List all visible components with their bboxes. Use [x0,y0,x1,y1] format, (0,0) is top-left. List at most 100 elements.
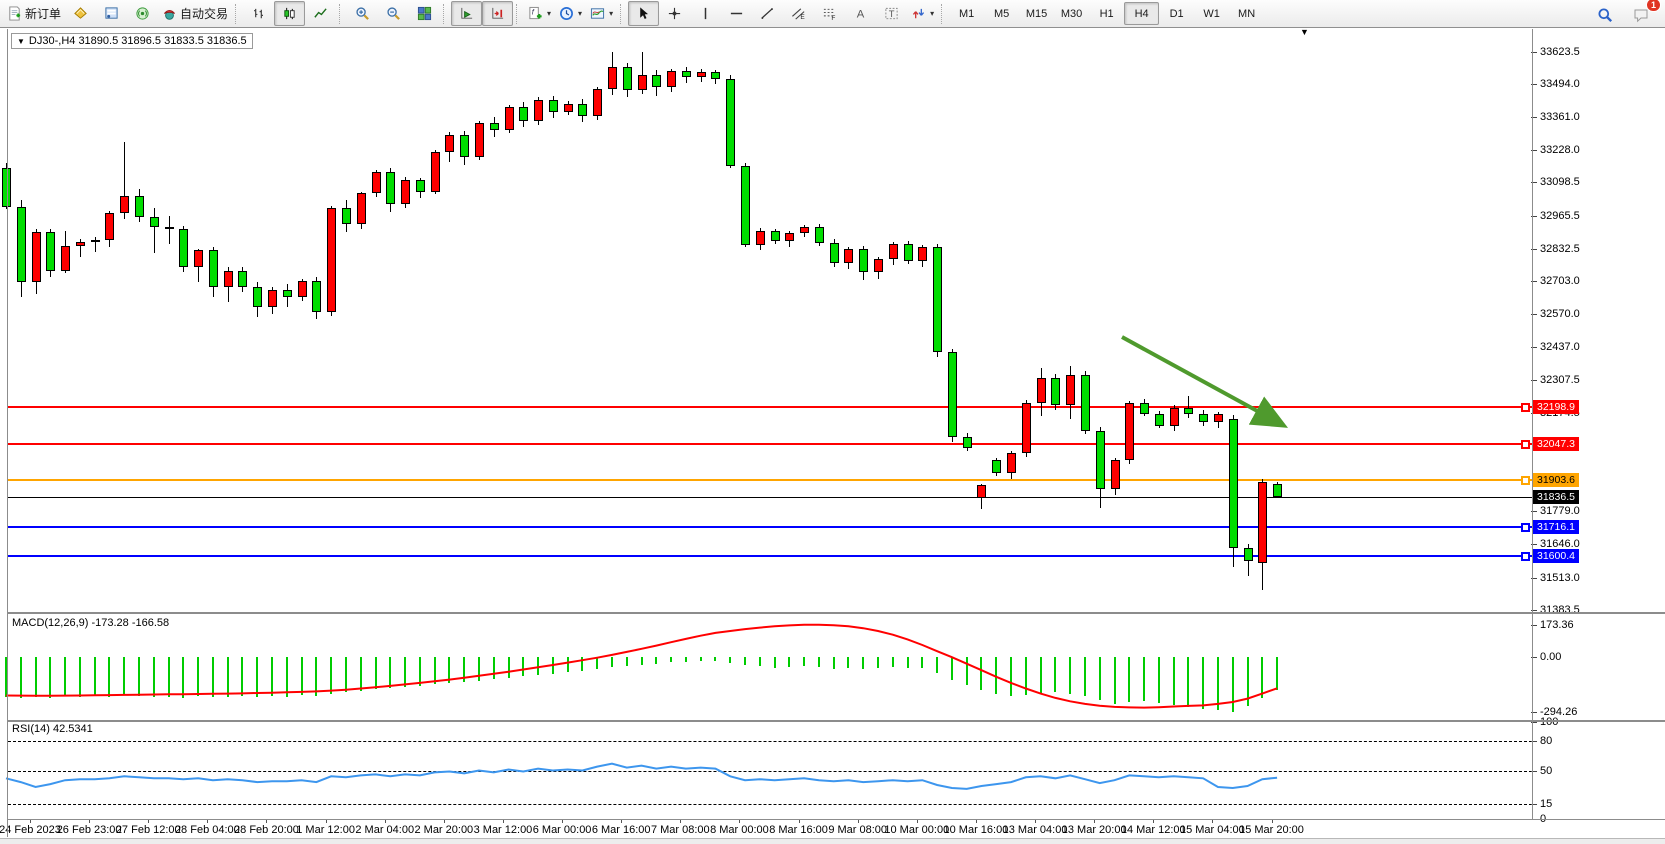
chevron-down-icon[interactable]: ▾ [547,9,552,18]
candlestick-icon [282,6,297,21]
price-axis-label: 33623.5 [1540,45,1580,58]
bar-chart-button[interactable] [243,1,274,26]
channel-button[interactable]: E [783,1,814,26]
timeframe-m1[interactable]: M1 [958,7,975,20]
candle-wick [153,208,155,254]
text-button[interactable]: A [845,1,876,26]
time-tick [89,820,91,823]
price-axis-label: 32570.0 [1540,308,1580,321]
time-tick [1212,820,1214,823]
zoom-out-icon [386,6,401,21]
horizontal-line-32198.9[interactable] [8,405,1532,408]
bar-chart-icon [251,6,266,21]
time-tick [1094,820,1096,823]
search-icon [1598,8,1612,22]
data-window-button[interactable] [96,1,127,26]
macd-histogram-bar [640,657,643,665]
rsi-axis-label: 50 [1540,764,1553,777]
time-axis-label: 24 Feb 2023 [0,824,61,836]
autotrading-button[interactable]: 自动交易 [158,1,232,26]
macd-histogram-bar [1202,657,1205,709]
timeframe-m15[interactable]: M15 [1025,7,1048,20]
chevron-down-icon[interactable]: ▾ [578,9,583,18]
chart-shift-icon [490,6,505,21]
macd-histogram-bar [891,657,894,668]
candle [800,226,810,233]
signals-button[interactable] [127,1,158,26]
horizontal-line-button[interactable] [721,1,752,26]
toolbar-separator [339,3,344,24]
candle [2,168,11,207]
timeframe-h4[interactable]: H4 [1124,2,1160,25]
candle [135,195,145,217]
tile-windows-button[interactable] [409,1,440,26]
candle [1125,403,1135,460]
horizontal-line-32047.3[interactable] [8,443,1532,446]
signals-icon [135,6,150,21]
timeframe-mn[interactable]: MN [1238,7,1256,20]
horizontal-line-31903.6[interactable] [8,479,1532,482]
macd-rsi-splitter[interactable] [7,720,1665,722]
new-order-button[interactable]: 新订单 [3,1,65,26]
fibonacci-button[interactable]: F [814,1,845,26]
cursor-button[interactable] [628,1,660,26]
macd-histogram-bar [1231,657,1234,713]
time-axis-label: 28 Feb 04:00 [174,824,240,836]
chart-shift-marker-icon[interactable]: ▼ [1300,27,1309,37]
timeframe-w1[interactable]: W1 [1203,7,1220,20]
text-label-button[interactable]: T [876,1,907,26]
candlestick-chart-button[interactable] [274,1,306,26]
zoom-in-button[interactable] [347,1,378,26]
timeframe-h1[interactable]: H1 [1099,7,1114,20]
macd-histogram-bar [1083,657,1086,697]
candle [194,250,204,267]
timeframe-m30[interactable]: M30 [1060,7,1083,20]
timeframe-m5[interactable]: M5 [993,7,1010,20]
main-macd-splitter[interactable] [7,612,1665,614]
macd-histogram-bar [19,657,22,699]
indicators-button[interactable]: f ▾ [524,1,555,26]
macd-histogram-bar [773,657,776,668]
notifications-button[interactable]: 1 [1626,0,1661,27]
chart-shift-button[interactable] [482,1,514,26]
auto-scroll-button[interactable] [451,1,483,26]
chevron-down-icon[interactable]: ▾ [609,9,614,18]
macd-histogram-bar [596,657,599,670]
periods-button[interactable]: ▾ [555,1,586,26]
horizontal-line-31600.4[interactable] [8,554,1532,557]
vertical-line-button[interactable] [690,1,721,26]
data-window-icon [104,6,119,21]
timeframe-d1[interactable]: D1 [1169,7,1184,20]
time-axis-label: 7 Mar 08:00 [650,824,710,836]
line-marker [1521,522,1530,532]
macd-histogram-bar [965,657,968,686]
market-watch-button[interactable] [65,1,96,26]
line-chart-icon [313,6,328,21]
macd-histogram-bar [1098,657,1101,701]
search-button[interactable] [1589,2,1620,27]
arrows-button[interactable]: ▾ [907,1,938,26]
line-chart-button[interactable] [305,1,336,26]
chart-collapse-icon[interactable]: ▼ [17,36,25,46]
time-axis-label: 3 Mar 12:00 [473,824,533,836]
time-axis-label: 9 Mar 08:00 [828,824,888,836]
candle [607,67,617,89]
candle [874,259,884,273]
candle [1021,402,1031,454]
toolbar-separator [516,3,521,24]
crosshair-button[interactable] [659,1,690,26]
price-axis-label: 33361.0 [1540,111,1580,123]
time-tick [30,820,31,823]
candle [933,247,943,353]
price-badge: 32047.3 [1533,437,1579,452]
templates-button[interactable]: ▾ [586,1,617,26]
text-a-icon: A [853,6,868,21]
candle [622,67,632,90]
candle [1080,375,1090,431]
chevron-down-icon[interactable]: ▾ [930,9,935,18]
horizontal-line-31716.1[interactable] [8,525,1532,528]
chart-title-box[interactable]: ▼ DJ30-,H4 31890.5 31896.5 31833.5 31836… [11,33,253,49]
zoom-out-button[interactable] [378,1,409,26]
trendline-button[interactable] [752,1,783,26]
macd-histogram-bar [522,657,525,677]
